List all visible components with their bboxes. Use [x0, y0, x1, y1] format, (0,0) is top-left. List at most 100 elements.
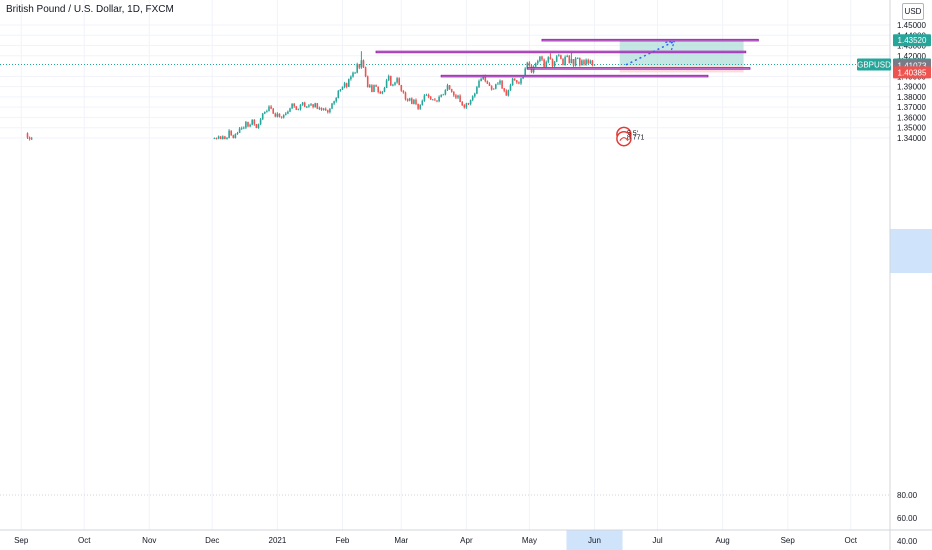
candle-body: [528, 62, 531, 66]
candle: [251, 119, 253, 126]
candle: [276, 112, 279, 118]
candle: [360, 51, 363, 69]
candle-body: [576, 57, 579, 59]
candle: [553, 61, 556, 68]
candle-body: [574, 58, 577, 66]
candle-body: [423, 95, 426, 101]
candle-body: [383, 87, 386, 92]
candle-body: [450, 89, 453, 92]
candle: [436, 100, 438, 103]
candle: [371, 84, 373, 93]
candle-body: [492, 88, 495, 90]
candle: [490, 85, 493, 91]
time-tick-label: Oct: [78, 536, 91, 545]
candle-body: [369, 85, 371, 88]
candle: [364, 66, 367, 78]
candle-body: [364, 67, 367, 77]
candle-body: [26, 133, 29, 138]
price-tick-label: 1.36000: [897, 113, 926, 122]
candle: [282, 114, 285, 119]
time-tick-label: Aug: [715, 536, 729, 545]
candle-body: [570, 59, 573, 64]
candle: [268, 105, 270, 112]
candle-body: [539, 56, 541, 61]
candle: [398, 77, 400, 86]
price-tick-label: 1.35000: [897, 124, 926, 133]
candle-body: [516, 80, 518, 83]
candle-body: [417, 103, 419, 109]
price-tick-label: 1.37000: [897, 103, 926, 112]
candle: [497, 82, 499, 85]
candle: [383, 86, 386, 93]
candle: [511, 77, 514, 86]
candle: [255, 124, 258, 129]
event-label: 8 771: [627, 135, 645, 142]
candle-body: [257, 124, 260, 129]
candle: [501, 80, 503, 89]
candle-body: [228, 130, 230, 138]
time-tick-label: Sep: [781, 536, 796, 545]
candle-body: [270, 106, 272, 109]
candle-body: [585, 59, 587, 65]
candle-body: [413, 99, 415, 104]
candle-body: [459, 95, 461, 103]
event-label: 5 5': [627, 130, 638, 137]
candle-body: [434, 99, 436, 101]
time-axis[interactable]: Sep Oct Nov Dec 2021 Feb Mar Apr May Jun Jul Aug Sep…: [14, 536, 858, 545]
candle-body: [486, 81, 489, 84]
currency-button[interactable]: USD: [902, 3, 924, 20]
candle: [358, 63, 361, 70]
candle: [213, 137, 216, 139]
candle: [549, 53, 552, 60]
candle-body: [245, 121, 247, 128]
candle-body: [339, 89, 342, 91]
candle: [528, 61, 531, 67]
candle: [295, 106, 298, 111]
candle: [404, 91, 407, 101]
candle: [335, 97, 337, 103]
candle-body: [408, 98, 411, 101]
candle: [354, 71, 356, 74]
candle-body: [400, 85, 403, 91]
candle: [593, 64, 596, 66]
candle: [291, 103, 293, 109]
candle: [30, 136, 33, 141]
time-tick-label: Dec: [205, 536, 219, 545]
price-label-target: 1.43520: [893, 34, 931, 47]
candle-body: [345, 83, 348, 87]
candle-body: [457, 95, 459, 98]
candle-body: [541, 56, 543, 60]
candle: [236, 131, 239, 135]
candle: [293, 102, 295, 108]
candle-body: [264, 111, 266, 114]
candle-body: [238, 128, 241, 133]
candle: [587, 58, 589, 65]
candle: [402, 90, 405, 94]
candle-body: [476, 87, 478, 94]
candle: [591, 59, 594, 67]
price-label-bg: [893, 66, 931, 79]
candle: [467, 102, 470, 106]
candle-body: [511, 78, 514, 86]
events-layer: 5 5'8 771: [616, 126, 645, 147]
price-label-text: 1.40385: [898, 68, 927, 77]
candle-body: [289, 108, 291, 112]
chart-title: British Pound / U.S. Dollar, 1D, FXCM: [6, 4, 174, 15]
candle-body: [478, 80, 480, 88]
candle: [337, 90, 340, 99]
candle-body: [490, 85, 493, 90]
candle-body: [306, 106, 308, 108]
candle-body: [341, 86, 344, 90]
candle-body: [467, 103, 470, 105]
candle: [581, 59, 583, 66]
candle-body: [583, 60, 585, 65]
candle: [299, 104, 302, 111]
time-tick-label: Jun: [588, 536, 601, 545]
candle-body: [350, 76, 352, 80]
candle-body: [453, 91, 455, 96]
candle-body: [295, 106, 298, 110]
projection-arrow[interactable]: [625, 40, 675, 66]
projection-arrow-head: [665, 40, 676, 51]
